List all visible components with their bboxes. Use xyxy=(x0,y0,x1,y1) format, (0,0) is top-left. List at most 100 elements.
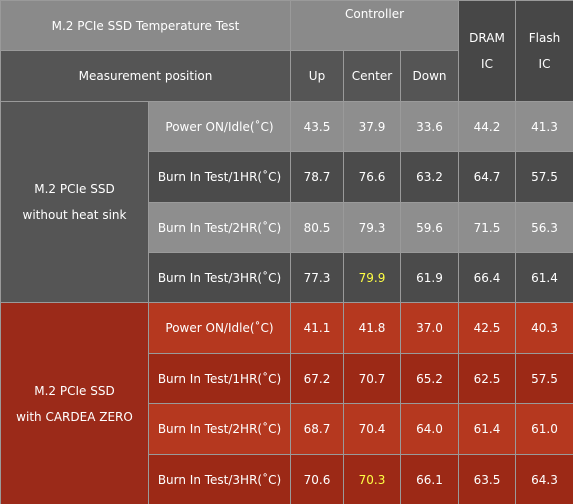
cell-text: 61.4 xyxy=(531,270,558,285)
value-cell: 56.3 xyxy=(516,203,573,252)
cell-text: 42.5 xyxy=(473,321,501,335)
group-label: M.2 PCIe SSD without heat sink xyxy=(1,102,148,302)
value-cell: 63.2 xyxy=(401,152,458,202)
cell-text: 78.7 xyxy=(303,170,331,184)
value-cell: 63.5 xyxy=(459,455,515,504)
cell-text: 41.8 xyxy=(358,321,386,335)
row-label: Burn In Test/3HR(˚C) xyxy=(149,455,290,504)
row-label: Power ON/Idle(˚C) xyxy=(149,303,290,353)
value-cell: 57.5 xyxy=(516,354,573,403)
cell-text: 70.3 xyxy=(358,472,386,487)
cell-text: Center xyxy=(351,69,393,83)
cell-text: 76.6 xyxy=(358,170,386,184)
cell-text: 80.5 xyxy=(303,220,331,235)
cell-text: 37.0 xyxy=(416,321,443,335)
cell-text: 67.2 xyxy=(303,371,331,386)
title-cell: M.2 PCIe SSD Temperature Test xyxy=(1,1,290,50)
value-cell: 70.7 xyxy=(344,354,400,403)
cell-text: M.2 PCIe SSD Temperature Test xyxy=(51,18,240,33)
cell-text: 41.3 xyxy=(531,119,558,134)
value-cell: 33.6 xyxy=(401,102,458,151)
cell-text: 70.7 xyxy=(358,371,386,386)
cell-text: 79.9 xyxy=(358,270,386,285)
cell-text: 70.6 xyxy=(303,472,331,487)
row-label: Burn In Test/1HR(˚C) xyxy=(149,152,290,202)
cell-text: without heat sink xyxy=(22,208,127,222)
cell-text: Measurement position xyxy=(78,69,213,83)
value-cell: 79.9 xyxy=(344,253,400,302)
cell-text: 66.1 xyxy=(416,472,443,487)
cell-text: 64.3 xyxy=(531,472,558,487)
cell-text: IC xyxy=(481,57,493,71)
cell-text: Controller xyxy=(344,7,405,21)
row-label: Burn In Test/1HR(˚C) xyxy=(149,354,290,403)
cell-text: 66.4 xyxy=(473,270,501,285)
row-label: Burn In Test/3HR(˚C) xyxy=(149,253,290,302)
cell-text: 56.3 xyxy=(531,220,558,235)
value-cell: 68.7 xyxy=(291,404,343,454)
value-cell: 67.2 xyxy=(291,354,343,403)
cell-text: M.2 PCIe SSD xyxy=(34,182,115,196)
cell-text: 63.5 xyxy=(473,472,501,487)
cell-text: Up xyxy=(308,69,326,83)
value-cell: 41.3 xyxy=(516,102,573,151)
cell-text: M.2 PCIe SSD xyxy=(34,383,115,398)
cell-text: Flash xyxy=(528,31,561,45)
value-cell: 61.0 xyxy=(516,404,573,454)
cell-text: Power ON/Idle(˚C) xyxy=(165,321,274,335)
value-cell: 61.9 xyxy=(401,253,458,302)
cell-text: Burn In Test/2HR(˚C) xyxy=(157,422,282,436)
cell-text: 64.7 xyxy=(473,170,501,184)
cell-text: Burn In Test/1HR(˚C) xyxy=(157,371,282,386)
cell-text: Power ON/Idle(˚C) xyxy=(165,119,274,134)
cell-text: 57.5 xyxy=(531,170,558,184)
value-cell: 41.1 xyxy=(291,303,343,353)
cell-text: 59.6 xyxy=(416,220,443,235)
cell-text: Burn In Test/3HR(˚C) xyxy=(157,472,282,487)
cell-text: 71.5 xyxy=(473,220,501,235)
value-cell: 79.3 xyxy=(344,203,400,252)
dram-cell: DRAM IC xyxy=(459,1,515,101)
cell-text: 62.5 xyxy=(473,371,501,386)
cell-text: DRAM xyxy=(469,31,505,45)
value-cell: 64.3 xyxy=(516,455,573,504)
value-cell: 70.4 xyxy=(344,404,400,454)
cell-text: 68.7 xyxy=(303,422,331,436)
cell-text: 61.0 xyxy=(531,422,558,436)
value-cell: 42.5 xyxy=(459,303,515,353)
position-cell: Down xyxy=(401,51,458,101)
value-cell: 44.2 xyxy=(459,102,515,151)
value-cell: 77.3 xyxy=(291,253,343,302)
cell-text: Burn In Test/3HR(˚C) xyxy=(157,270,282,285)
value-cell: 64.0 xyxy=(401,404,458,454)
cell-text: 63.2 xyxy=(416,170,443,184)
value-cell: 64.7 xyxy=(459,152,515,202)
cell-text: 70.4 xyxy=(358,422,386,436)
value-cell: 62.5 xyxy=(459,354,515,403)
group-label: M.2 PCIe SSD with CARDEA ZERO xyxy=(1,303,148,504)
cell-text: Down xyxy=(412,69,447,83)
flash-cell: Flash IC xyxy=(516,1,573,101)
value-cell: 70.3 xyxy=(344,455,400,504)
cell-text: 37.9 xyxy=(358,119,386,134)
row-label: Power ON/Idle(˚C) xyxy=(149,102,290,151)
cell-text: 64.0 xyxy=(416,422,443,436)
cell-text: IC xyxy=(538,57,551,71)
controller-cell: Controller xyxy=(291,1,458,50)
row-label: Burn In Test/2HR(˚C) xyxy=(149,203,290,252)
value-cell: 66.1 xyxy=(401,455,458,504)
value-cell: 61.4 xyxy=(516,253,573,302)
value-cell: 71.5 xyxy=(459,203,515,252)
cell-text: 79.3 xyxy=(358,220,386,235)
position-cell: Up xyxy=(291,51,343,101)
value-cell: 40.3 xyxy=(516,303,573,353)
value-cell: 43.5 xyxy=(291,102,343,151)
cell-text: 65.2 xyxy=(416,371,443,386)
cell-text: 61.4 xyxy=(473,422,501,436)
row-label: Burn In Test/2HR(˚C) xyxy=(149,404,290,454)
value-cell: 76.6 xyxy=(344,152,400,202)
cell-text: 61.9 xyxy=(416,270,443,285)
value-cell: 61.4 xyxy=(459,404,515,454)
value-cell: 57.5 xyxy=(516,152,573,202)
cell-text: Burn In Test/2HR(˚C) xyxy=(157,220,282,235)
